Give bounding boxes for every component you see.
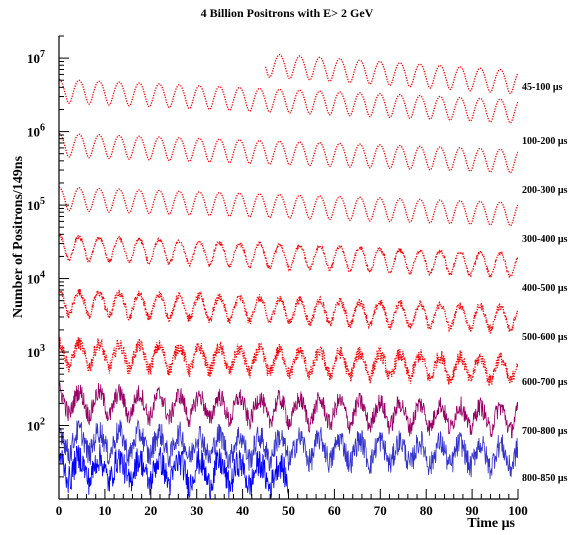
x-tick-label: 10 — [98, 503, 111, 518]
y-tick-label: 107 — [27, 49, 45, 66]
series-line-3 — [59, 132, 518, 174]
series-line-6 — [59, 288, 518, 334]
y-tick-label: 105 — [27, 196, 45, 213]
series-label: 400-500 μs — [522, 283, 567, 294]
x-tick-label: 100 — [508, 503, 528, 518]
y-axis-title: Number of Positrons/149ns — [11, 155, 26, 318]
series-line-5 — [59, 233, 518, 279]
series-line-10 — [59, 444, 289, 499]
y-tick-label: 104 — [27, 270, 45, 287]
series-line-4 — [59, 186, 518, 227]
series-line-8 — [59, 381, 518, 439]
x-tick-label: 20 — [144, 503, 157, 518]
series-line-7 — [59, 337, 518, 386]
series-line-9 — [59, 419, 518, 480]
y-tick-label: 103 — [27, 343, 45, 360]
series-label: 45-100 μs — [522, 82, 562, 93]
y-tick-label: 102 — [27, 417, 45, 434]
series-label: 100-200 μs — [522, 136, 567, 147]
series-label: 700-800 μs — [522, 426, 567, 437]
series-line-2 — [59, 78, 518, 124]
series-label: 600-700 μs — [522, 377, 567, 388]
series-label: 800-850 μs — [522, 473, 567, 484]
x-tick-label: 50 — [282, 503, 295, 518]
x-tick-label: 0 — [56, 503, 63, 518]
x-tick-label: 90 — [466, 503, 479, 518]
series-label: 300-400 μs — [522, 234, 567, 245]
x-tick-label: 40 — [236, 503, 249, 518]
y-tick-label: 106 — [27, 123, 45, 140]
x-tick-label: 80 — [420, 503, 433, 518]
x-axis-title: Time μs — [467, 516, 515, 531]
x-tick-label: 60 — [328, 503, 341, 518]
x-tick-label: 30 — [190, 503, 203, 518]
series-label: 500-600 μs — [522, 332, 567, 343]
x-tick-label: 70 — [374, 503, 387, 518]
series-line-1 — [264, 54, 518, 95]
chart-title: 4 Billion Positrons with E> 2 GeV — [201, 6, 374, 20]
series-label: 200-300 μs — [522, 185, 567, 196]
